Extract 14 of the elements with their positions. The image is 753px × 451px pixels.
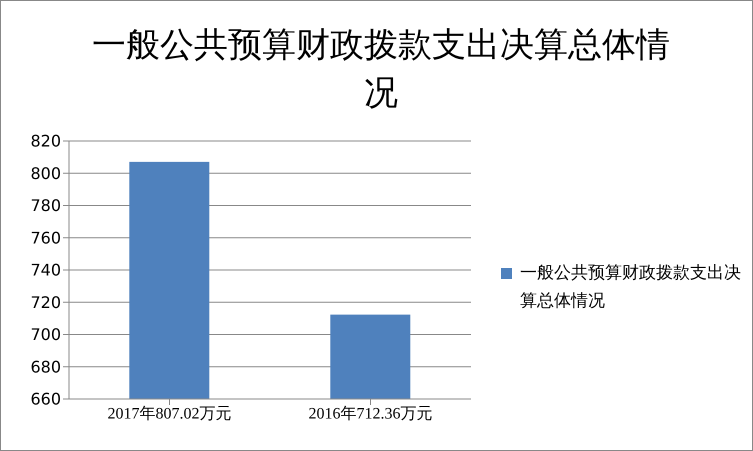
y-tick-label: 720 xyxy=(30,292,61,312)
y-tick-label: 660 xyxy=(30,390,61,409)
chart-title: 一般公共预算财政拨款支出决算总体情况 xyxy=(91,24,671,115)
y-tick-label: 680 xyxy=(30,357,61,376)
y-tick-label: 780 xyxy=(30,196,61,216)
x-tick-label: 2017年807.02万元 xyxy=(108,405,232,422)
x-tick-label: 2016年712.36万元 xyxy=(308,405,432,422)
y-tick-label: 700 xyxy=(30,325,61,344)
y-tick-label: 800 xyxy=(30,164,61,183)
y-tick-label: 760 xyxy=(30,228,61,248)
legend: 一般公共预算财政拨款支出决算总体情况 xyxy=(501,259,741,315)
y-tick-label: 820 xyxy=(30,132,61,151)
legend-label: 一般公共预算财政拨款支出决算总体情况 xyxy=(520,262,741,313)
y-tick-label: 740 xyxy=(30,260,61,280)
